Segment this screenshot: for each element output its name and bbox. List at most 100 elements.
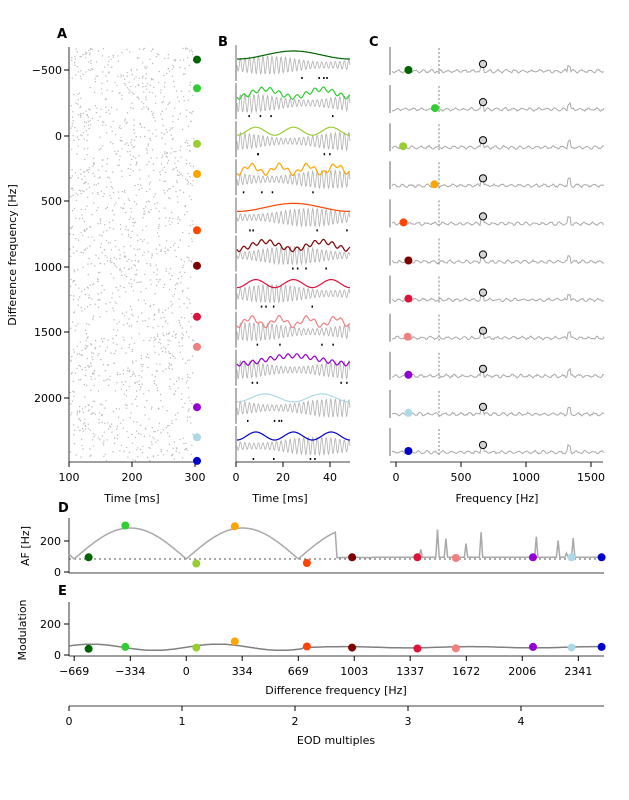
raster-dot [165,252,167,254]
raster-dot [170,454,173,457]
panel-a-marker [193,261,201,270]
raster-dot [178,452,180,454]
panel-c-eod-peak [478,59,488,69]
raster-dot [127,456,129,458]
panel-b-envelope [237,202,350,212]
raster-dot [112,342,115,344]
raster-dot [74,372,77,374]
a-ytick-label: 1500 [34,326,62,339]
raster-dot [70,195,72,198]
panel-c-row [389,351,605,380]
raster-dot [132,221,134,224]
raster-dot [173,394,175,396]
raster-dot [106,157,109,160]
raster-dot [125,395,128,397]
raster-dot [137,316,139,318]
raster-dot [131,283,133,285]
raster-dot [167,307,169,309]
raster-dot [157,429,159,432]
raster-dot [179,219,181,221]
raster-dot [169,364,171,366]
raster-dot [70,294,72,297]
raster-dot [107,339,109,341]
raster-dot [136,421,138,423]
panel-b-spike [346,381,348,384]
raster-dot [159,393,162,396]
e-xtick-label: 2006 [508,665,536,678]
raster-dot [179,113,181,115]
raster-dot [115,350,117,352]
raster-dot [135,360,137,362]
raster-dot [146,262,148,265]
panel-b-row [235,83,351,120]
raster-dot [105,132,108,134]
raster-dot [163,86,166,88]
raster-dot [105,379,108,381]
raster-dot [164,57,166,60]
raster-dot [72,252,75,254]
raster-dot [138,333,140,335]
raster-dot [89,245,91,247]
panel-b-spike [340,381,342,384]
raster-dot [141,376,143,378]
raster-dot [72,380,75,383]
raster-dot [168,102,170,105]
raster-dot [107,109,110,112]
raster-dot [161,101,163,104]
panel-c-row [389,237,604,266]
raster-dot [88,365,90,367]
panel-c-spectrum [391,367,605,379]
raster-dot [135,273,138,276]
raster-dot [191,184,193,186]
raster-dot [180,156,182,158]
raster-dot [134,265,137,267]
raster-dot [100,190,103,192]
panel-b-row [235,235,351,272]
raster-dot [168,362,171,364]
raster-dot [100,88,103,90]
raster-dot [177,277,179,280]
raster-dot [70,403,72,405]
raster-dot [148,357,150,359]
raster-dot [148,183,151,185]
raster-dot [166,162,169,164]
raster-dot [106,311,108,313]
raster-dot [179,59,181,61]
raster-dot [185,115,188,118]
raster-dot [90,263,93,265]
raster-dot [97,354,99,357]
raster-dot [162,311,164,314]
raster-dot [119,268,121,270]
raster-dot [169,129,171,131]
raster-dot [145,201,148,203]
raster-dot [115,245,117,248]
raster-dot [77,71,79,73]
raster-dot [160,250,162,252]
raster-dot [72,348,75,351]
raster-dot [77,98,79,101]
raster-dot [122,373,125,375]
raster-dot [93,239,96,241]
raster-dot [91,48,93,50]
raster-dot [189,176,191,178]
raster-dot [169,385,171,388]
a-xtick-label: 200 [122,471,143,484]
raster-dot [142,77,144,79]
raster-dot [97,306,100,308]
panel-a-marker [193,403,201,412]
raster-dot [188,259,190,262]
raster-dot [143,213,145,215]
raster-dot [84,171,86,173]
raster-dot [166,450,168,452]
panel-c-af-peak [431,104,439,113]
raster-dot [83,182,85,185]
raster-dot [131,325,133,327]
raster-dot [98,412,101,414]
raster-dot [172,169,174,171]
raster-dot [123,393,126,395]
raster-dot [179,66,181,69]
raster-dot [178,378,180,380]
raster-dot [131,139,133,141]
raster-dot [103,249,105,251]
raster-dot [156,333,159,336]
